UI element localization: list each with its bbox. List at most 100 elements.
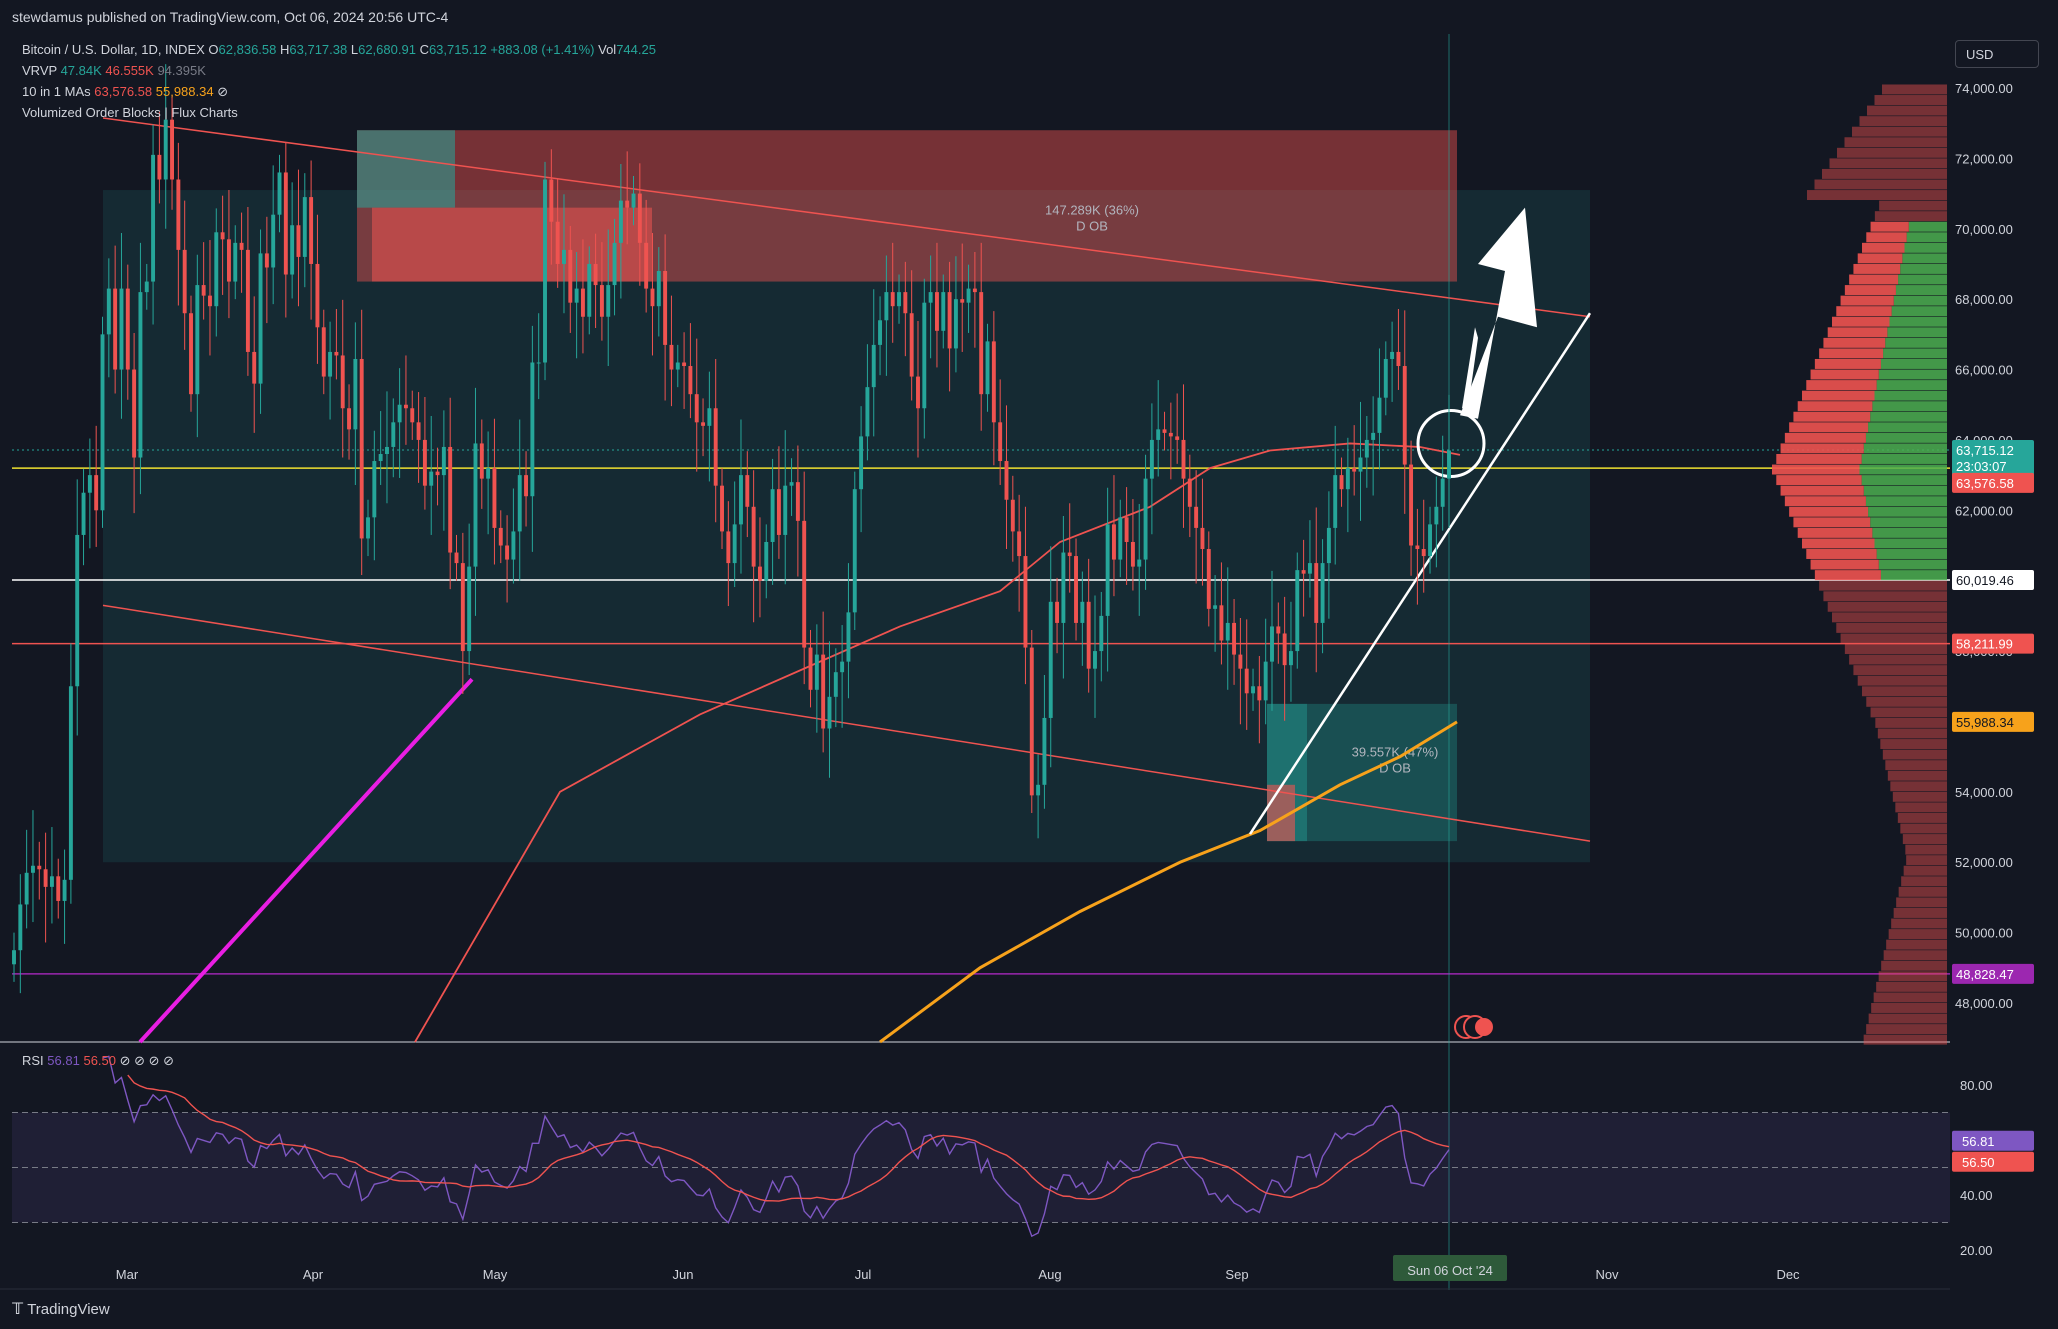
candle-body [916,376,920,409]
vrvp-total-value: 94.395K [157,63,206,78]
time-axis-tick: Sep [1225,1267,1248,1282]
rsi-ma-tag-text: 56.50 [1962,1155,1995,1170]
candle-body [625,200,630,208]
price-tag-countdown: 23:03:07 [1956,459,2007,474]
candle-body [1105,524,1110,616]
vrvp-bar [1874,95,1947,105]
candle-body [1187,478,1192,507]
vrvp-bar-up [1863,443,1947,454]
candle-body [157,154,162,180]
vrvp-bar [1898,886,1947,897]
vrvp-bar-down [1827,327,1888,338]
vrvp-bar-up [1902,253,1947,264]
hidden-eye-icon[interactable]: ⊘ [217,84,229,99]
time-axis-tick: Jul [855,1267,872,1282]
vrvp-bar-up [1859,464,1947,475]
vrvp-bar-down [1797,527,1873,538]
vrvp-bar-down [1793,411,1871,422]
candle-body [1111,524,1116,560]
vrvp-bar-up [1900,263,1947,274]
candle-body [1004,461,1009,500]
candle-body [1232,622,1237,655]
symbol-label[interactable]: Bitcoin / U.S. Dollar, 1D, INDEX [22,42,205,57]
bullish-order-block [1267,703,1457,842]
legend-vrvp[interactable]: VRVP 47.84K 46.555K 94.395K [22,63,206,78]
candle-body [840,661,845,673]
legend-ma[interactable]: 10 in 1 MAs 63,576.58 55,988.34 ⊘ [22,84,228,100]
legend-order-blocks[interactable]: Volumized Order Blocks | Flux Charts [22,105,238,120]
candle-body [435,471,440,476]
legend-ohlc: Bitcoin / U.S. Dollar, 1D, INDEX O62,836… [22,42,656,57]
candle-body [12,950,16,965]
candle-body [1383,358,1388,398]
candle-body [1238,654,1243,669]
ma-label: 10 in 1 MAs [22,84,91,99]
currency-button[interactable]: USD [1955,40,2039,68]
price-tag-bg [1952,439,2034,476]
open-value: 62,836.58 [218,42,277,57]
vrvp-bar-up [1908,221,1947,232]
bullish-arrow-icon [1460,207,1537,419]
candle-body [1295,570,1300,652]
candle-body [1010,499,1015,532]
candle-body [132,369,137,458]
rsi-label: RSI [22,1053,44,1068]
candle-body [100,334,105,511]
publish-header: stewdamus published on TradingView.com, … [0,0,2058,34]
price-tag-value: 63,576.58 [1956,476,2014,491]
candle-body [675,362,680,370]
candle-body [732,524,737,564]
vrvp-bar-down [1844,285,1896,296]
vrvp-profile [1772,84,1947,1045]
vrvp-bar-up [1898,274,1947,285]
candle-body [530,362,535,497]
rsi-options-icon[interactable]: ⊘ ⊘ ⊘ ⊘ [119,1053,175,1068]
high-label: H [280,42,290,57]
channel-upper-line [102,117,1591,318]
candle-body [385,446,389,454]
candle-body [151,154,156,282]
candle-body [309,197,314,264]
candle-body [1124,517,1129,542]
candle-body [81,492,86,535]
candle-body [890,292,895,307]
candle-body [1434,506,1439,525]
price-tag-bg [1952,570,2034,591]
candle-body [220,232,225,240]
ob1-type-label: D OB [1076,219,1108,234]
candle-body [739,475,743,525]
candle-body [789,482,794,486]
ob2-value-label: 39.557K (47%) [1352,745,1439,760]
vrvp-bar [1844,644,1947,654]
candle-body [498,527,503,546]
candle-body [720,485,724,532]
vrvp-bar [1893,907,1947,918]
candle-body [441,446,446,476]
close-value: 63,715.12 [428,42,487,57]
legend-rsi[interactable]: RSI 56.81 56.50 ⊘ ⊘ ⊘ ⊘ [22,1053,174,1069]
candle-body [1415,545,1420,550]
candle-body [1276,626,1281,634]
candle-body [334,351,339,356]
candle-body [517,475,522,532]
candle-body [378,454,383,462]
candle-body [814,654,819,690]
candle-body [991,341,996,423]
time-axis-tick: Mar [116,1267,139,1282]
candle-body [1440,478,1445,507]
candle-body [1371,432,1376,440]
magenta-trendline [138,677,474,1044]
price-axis-tick: 72,000.00 [1955,151,2013,166]
candle-body [663,271,668,345]
candle-body [656,271,661,307]
change-value: +883.08 (+1.41%) [490,42,595,57]
candle-body [745,475,750,507]
channel-lower-line [102,604,1591,842]
price-tag-bg [1952,472,2034,493]
candle-body [403,404,408,409]
candle-body [1396,351,1401,367]
candle-body [75,534,80,687]
candle-body [94,475,99,511]
price-axis-tick: 66,000.00 [1955,363,2013,378]
